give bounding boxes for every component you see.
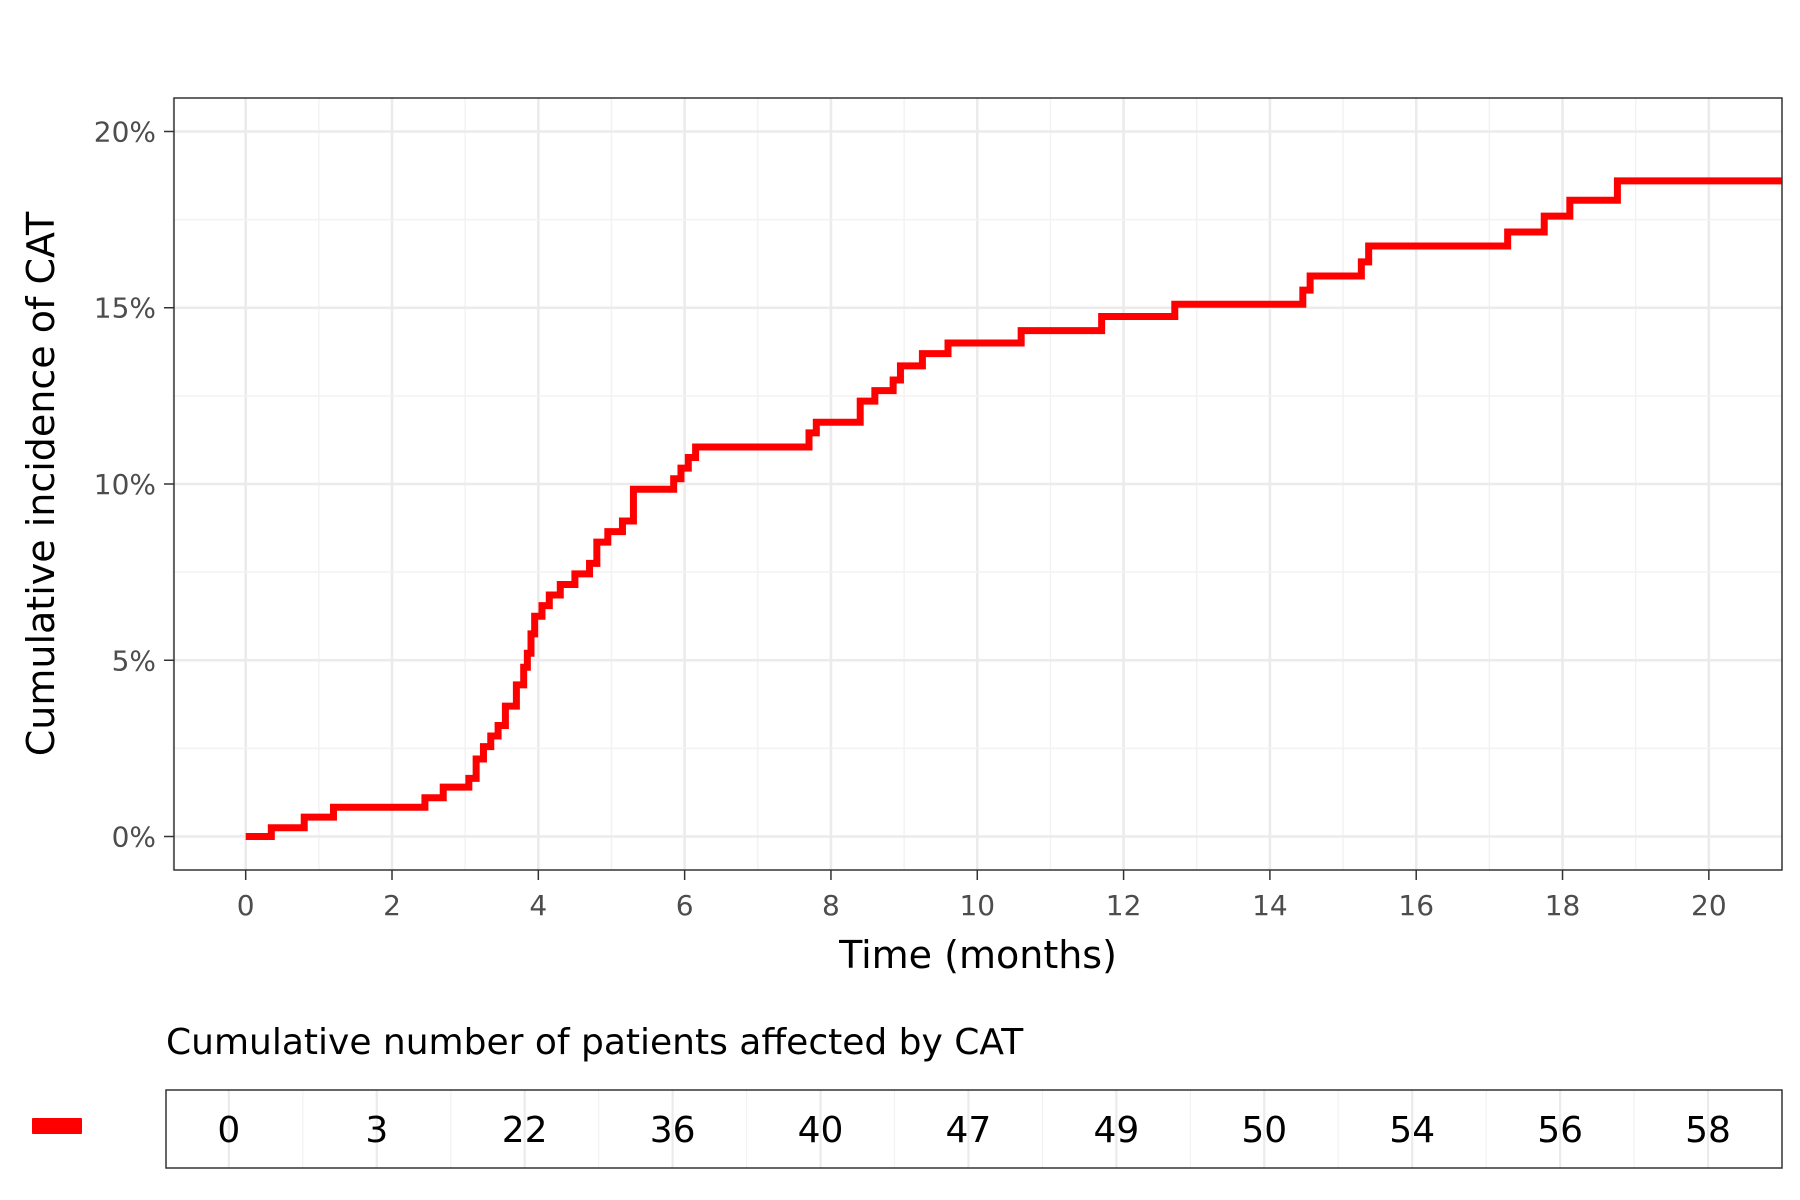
x-tick-label: 4 [529,889,547,922]
risk-table-value: 22 [502,1110,548,1151]
y-axis: 0% 5% 10% 15% 20% [94,115,174,854]
x-tick-label: 0 [237,889,255,922]
x-tick-label: 10 [959,889,995,922]
risk-table-value: 54 [1389,1110,1435,1151]
risk-table-legend-key [32,1118,82,1134]
risk-table-gridlines [227,1090,1710,1168]
x-tick-label: 20 [1691,889,1727,922]
y-tick-label: 15% [94,292,156,325]
risk-table-value: 50 [1241,1110,1287,1151]
y-tick-label: 20% [94,115,156,148]
risk-table-value: 40 [798,1110,844,1151]
x-tick-label: 14 [1252,889,1288,922]
incidence-step-line [245,177,1782,841]
x-tick-label: 16 [1398,889,1434,922]
risk-table-value: 49 [1093,1110,1139,1151]
x-axis: 0 2 4 6 8 10 12 14 16 18 20 [237,870,1727,922]
risk-table-value: 58 [1685,1110,1731,1151]
cumulative-number-table: Cumulative number of patients affected b… [32,1022,1783,1169]
x-tick-label: 18 [1545,889,1581,922]
incidence-series [245,177,1782,841]
x-axis-title: Time (months) [838,933,1117,977]
y-tick-label: 0% [112,821,156,854]
x-tick-label: 8 [822,889,840,922]
risk-table-values: 0 3 22 36 40 47 49 50 54 56 58 [217,1110,1731,1151]
x-tick-label: 12 [1106,889,1142,922]
cumulative-incidence-plot: 0 2 4 6 8 10 12 14 16 18 20 0% 5% 10% 15% 20% Time (mo… [19,97,1783,977]
risk-table-value: 47 [946,1110,992,1151]
y-tick-label: 5% [112,644,156,677]
risk-table-panel [166,1090,1782,1168]
x-tick-label: 6 [676,889,694,922]
risk-table-value: 0 [217,1110,240,1151]
risk-table-value: 3 [365,1110,388,1151]
risk-table-value: 56 [1537,1110,1583,1151]
x-tick-label: 2 [383,889,401,922]
risk-table-border [165,1089,1783,1169]
risk-table-value: 36 [650,1110,696,1151]
plot-gridlines [171,98,1782,870]
y-tick-label: 10% [94,468,156,501]
risk-table-title: Cumulative number of patients affected b… [166,1022,1024,1063]
y-axis-title: Cumulative incidence of CAT [19,211,63,756]
